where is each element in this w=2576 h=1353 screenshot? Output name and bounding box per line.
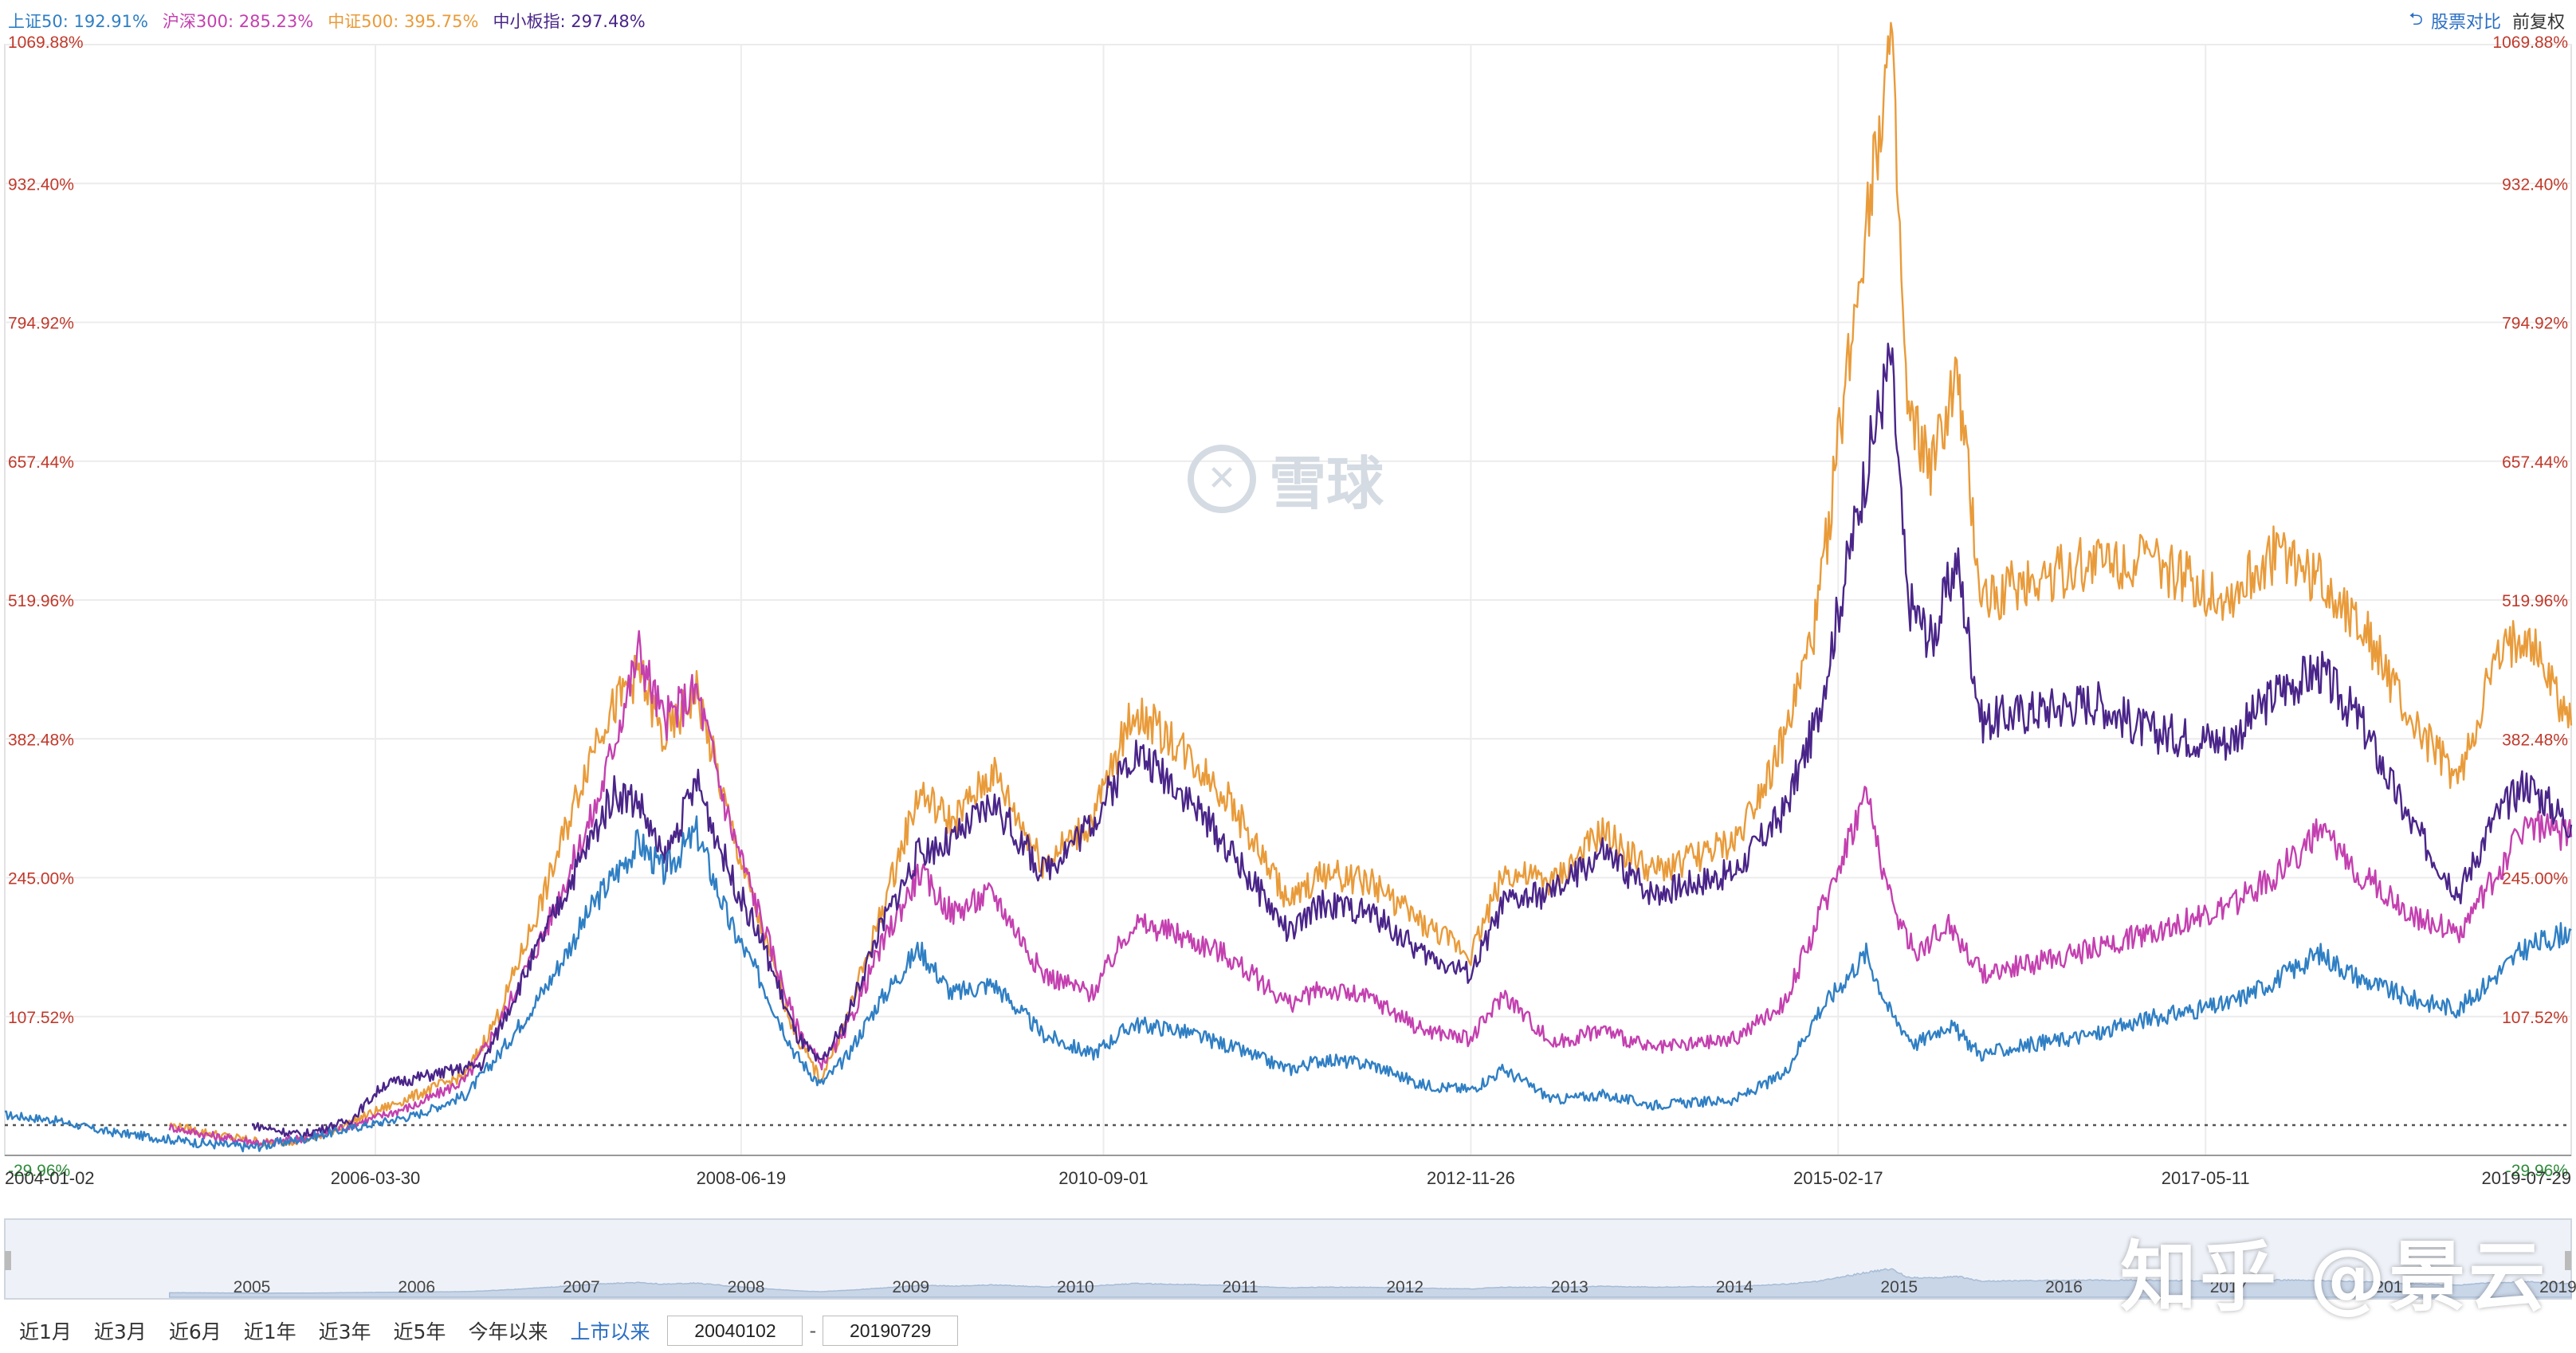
legend: 上证50: 192.91% 沪深300: 285.23% 中证500: 395.… xyxy=(8,6,646,35)
y-axis-ticks: 1069.88% 1069.88% 932.40% 932.40% 794.92% 794… xyxy=(8,33,2568,1180)
navigator-year-label: 2012 xyxy=(1386,1278,1423,1296)
start-date-input[interactable] xyxy=(667,1316,803,1346)
legend-item-hs300[interactable]: 沪深300: 285.23% xyxy=(162,12,314,31)
x-tick-label: 2004-01-02 xyxy=(5,1168,95,1188)
navigator-right-handle[interactable] xyxy=(2565,1251,2571,1270)
y-tick-label-left: 519.96% xyxy=(8,592,74,610)
y-tick-label-left: 107.52% xyxy=(8,1009,74,1027)
range-selector: 近1月 近3月 近6月 近1年 近3年 近5年 今年以来 上市以来 - xyxy=(8,1313,964,1348)
y-tick-label-right: 932.40% xyxy=(2502,175,2568,194)
toolbar: ⮌ 股票对比 前复权 xyxy=(2409,6,2565,35)
range-navigator[interactable]: 2005 2006 2007 2008 2009 2010 2011 2012 2013 2014… xyxy=(4,1218,2576,1300)
forward-adjust-button[interactable]: 前复权 xyxy=(2511,13,2565,33)
y-tick-label-left: 657.44% xyxy=(8,453,74,472)
y-tick-label-left: 245.00% xyxy=(8,870,74,888)
series-line-0[interactable] xyxy=(4,815,2572,1153)
navigator-area xyxy=(168,1268,2572,1298)
y-tick-label-left: 794.92% xyxy=(8,315,74,333)
navigator-year-label: 2017 xyxy=(2210,1278,2248,1296)
range-6m-button[interactable]: 近6月 xyxy=(168,1320,222,1343)
x-axis-ticks: 2004-01-02 2006-03-30 2008-06-19 2010-09-01… xyxy=(5,1155,2571,1188)
navigator-year-label: 2016 xyxy=(2045,1278,2083,1296)
series-line-1[interactable] xyxy=(168,629,2573,1147)
x-tick-label: 2008-06-19 xyxy=(697,1168,787,1188)
y-tick-label-right: 107.52% xyxy=(2502,1009,2568,1027)
end-date-input[interactable] xyxy=(823,1316,959,1346)
navigator-year-label: 2018 xyxy=(2374,1278,2412,1296)
x-tick-label: 2006-03-30 xyxy=(331,1168,421,1188)
xueqiu-watermark: ✕ 雪球 xyxy=(1188,437,1384,520)
navigator-year-label: 2010 xyxy=(1057,1278,1094,1296)
date-separator: - xyxy=(809,1320,817,1342)
y-tick-label-right: 1069.88% xyxy=(2492,33,2568,52)
y-tick-label-right: 519.96% xyxy=(2502,592,2568,610)
legend-item-zz500[interactable]: 中证500: 395.75% xyxy=(328,12,479,31)
y-tick-label-right: 245.00% xyxy=(2502,870,2568,888)
navigator-year-label: 2009 xyxy=(892,1278,929,1296)
zhihu-watermark: 知乎 @景云 xyxy=(2120,1233,2549,1322)
range-1m-button[interactable]: 近1月 xyxy=(19,1320,72,1343)
navigator-year-label: 2015 xyxy=(1880,1278,1918,1296)
navigator-year-label: 2013 xyxy=(1551,1278,1588,1296)
range-3m-button[interactable]: 近3月 xyxy=(93,1320,147,1343)
y-tick-label-right: 794.92% xyxy=(2502,315,2568,333)
legend-item-sz50[interactable]: 上证50: 192.91% xyxy=(8,12,148,31)
x-tick-label: 2010-09-01 xyxy=(1058,1168,1149,1188)
y-tick-label-right: 657.44% xyxy=(2502,453,2568,472)
chart-grid xyxy=(4,44,2572,1156)
y-tick-label-left: 1069.88% xyxy=(8,33,84,52)
return-arrow-icon: ⮌ xyxy=(2409,10,2423,29)
xueqiu-logo-icon: ✕ xyxy=(1188,444,1256,513)
y-tick-label-left: 382.48% xyxy=(8,731,74,749)
range-3y-button[interactable]: 近3年 xyxy=(318,1320,371,1343)
y-tick-label-left: 932.40% xyxy=(8,175,74,194)
range-ytd-button[interactable]: 今年以来 xyxy=(468,1320,548,1343)
navigator-year-label: 2008 xyxy=(728,1278,765,1296)
chart-series[interactable] xyxy=(4,22,2573,1153)
range-1y-button[interactable]: 近1年 xyxy=(243,1320,296,1343)
navigator-year-label: 2007 xyxy=(563,1278,600,1296)
y-tick-label-right: -29.96% xyxy=(2506,1162,2568,1180)
y-tick-label-left: -29.96% xyxy=(8,1162,70,1180)
x-tick-label: 2019-07-29 xyxy=(2481,1168,2571,1188)
x-tick-label: 2017-05-11 xyxy=(2162,1168,2250,1188)
range-5y-button[interactable]: 近5年 xyxy=(393,1320,446,1343)
y-tick-label-right: 382.48% xyxy=(2502,731,2568,749)
x-tick-label: 2012-11-26 xyxy=(1427,1168,1515,1188)
stock-compare-button[interactable]: ⮌ 股票对比 xyxy=(2409,6,2501,36)
range-since-listing-button[interactable]: 上市以来 xyxy=(570,1320,650,1343)
navigator-year-label: 2019 xyxy=(2539,1278,2576,1296)
navigator-year-label: 2014 xyxy=(1716,1278,1753,1296)
navigator-year-label: 2005 xyxy=(234,1278,271,1296)
navigator-left-handle[interactable] xyxy=(5,1251,11,1270)
navigator-year-label: 2011 xyxy=(1222,1278,1258,1296)
legend-item-zxb[interactable]: 中小板指: 297.48% xyxy=(493,12,646,31)
series-line-3[interactable] xyxy=(251,343,2573,1140)
navigator-year-label: 2006 xyxy=(398,1278,435,1296)
series-line-2[interactable] xyxy=(168,22,2573,1147)
x-tick-label: 2015-02-17 xyxy=(1793,1168,1883,1188)
